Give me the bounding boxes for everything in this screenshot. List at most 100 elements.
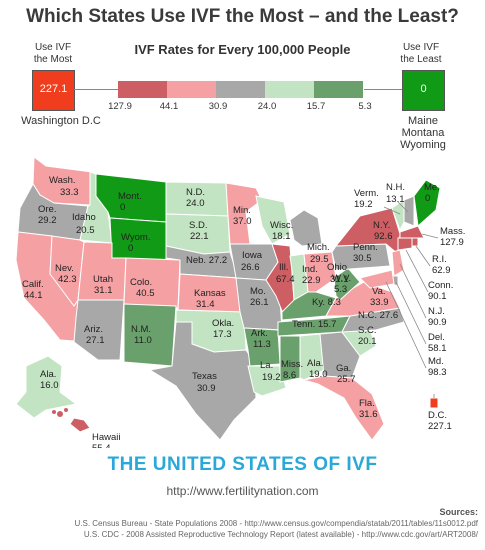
- state-oh: [303, 251, 337, 293]
- state-label-ak: Ala.: [40, 369, 56, 380]
- state-label-ny: N.Y.: [373, 220, 390, 231]
- state-label-sc: S.C.: [358, 325, 376, 336]
- state-value-ga: 25.7: [337, 374, 356, 385]
- state-label-me: Me.: [424, 182, 440, 193]
- scale-swatch: [216, 81, 265, 98]
- state-label-ia: Iowa: [242, 250, 263, 261]
- leader-line-ri: [415, 245, 431, 267]
- source-line-1: U.S. Census Bureau - State Populations 2…: [74, 519, 478, 528]
- state-label-or: Ore.: [38, 204, 56, 215]
- state-ar: [243, 327, 281, 367]
- state-value-wa: 33.3: [60, 187, 79, 198]
- state-label-ms: Miss.: [281, 359, 303, 370]
- scale-tick-label: 44.1: [159, 101, 179, 112]
- state-value-ks: 31.4: [196, 299, 215, 310]
- state-value-nd: 24.0: [186, 198, 205, 209]
- state-hi-island: [64, 408, 68, 412]
- state-ri: [411, 237, 419, 247]
- state-value-mi: 29.5: [310, 254, 329, 265]
- state-label-va: Va.: [372, 286, 386, 297]
- state-value-al: 19.0: [309, 369, 328, 380]
- state-pa: [331, 243, 391, 271]
- state-ct: [397, 237, 413, 251]
- state-value-mt: 0: [120, 202, 125, 213]
- state-label-ky: Ky. 8.3: [312, 297, 341, 308]
- leader-line-nh: [397, 201, 409, 213]
- state-wi: [255, 195, 291, 245]
- state-value-la: 19.2: [262, 372, 281, 383]
- state-nj: [391, 249, 405, 277]
- leader-line-vt: [383, 206, 401, 215]
- state-value-fl: 31.6: [359, 409, 378, 420]
- state-value-ca: 44.1: [24, 290, 43, 301]
- state-ma: [399, 225, 425, 239]
- state-value-ma: 127.9: [440, 237, 464, 248]
- state-label-mt: Mont.: [118, 191, 142, 202]
- state-dc: [429, 397, 439, 409]
- state-label-wv: W.V.: [332, 273, 351, 284]
- state-label-wa: Wash.: [49, 175, 76, 186]
- sources-heading: Sources:: [439, 507, 478, 517]
- state-value-co: 40.5: [136, 288, 155, 299]
- leader-line-de: [395, 281, 427, 345]
- state-value-va: 33.9: [370, 297, 389, 308]
- state-value-nc: 27.6: [380, 310, 399, 321]
- source-line-2: U.S. CDC - 2008 Assisted Reproductive Te…: [83, 530, 478, 539]
- page-title: Which States Use IVF the Most – and the …: [26, 6, 459, 27]
- state-label-tn: Tenn. 15.7: [292, 319, 336, 330]
- state-value-nm: 11.0: [134, 335, 152, 346]
- state-label-de: Del.: [428, 332, 445, 343]
- leader-line-md: [385, 281, 427, 369]
- state-label-co: Colo.: [130, 277, 152, 288]
- state-mn: [225, 182, 263, 245]
- state-value-ak: 16.0: [40, 380, 59, 391]
- state-label-oh: Ohio: [327, 262, 347, 273]
- state-label-il: Ill.: [279, 262, 289, 273]
- state-la: [247, 365, 287, 397]
- state-value-il: 67.4: [276, 274, 295, 285]
- state-value-ar: 11.3: [253, 339, 271, 350]
- state-label-fl: Fla.: [359, 398, 375, 409]
- state-label-mo: Mo.: [250, 286, 266, 297]
- state-value-ky: 8.3: [328, 297, 341, 308]
- state-label-wi: Wisc.: [270, 220, 293, 231]
- scale-tick-label: 5.3: [358, 101, 372, 112]
- state-value-ny: 92.6: [374, 231, 393, 242]
- banner-title: THE UNITED STATES OF IVF: [107, 454, 378, 475]
- state-label-ga: Ga.: [336, 363, 351, 374]
- state-value-ia: 26.6: [241, 262, 260, 273]
- state-value-ri: 62.9: [432, 265, 451, 276]
- state-hi-island: [52, 410, 56, 414]
- state-label-dc: D.C.: [428, 410, 447, 421]
- state-al: [299, 333, 325, 381]
- state-fl: [303, 375, 385, 441]
- state-mi: [289, 209, 323, 247]
- state-hi: [69, 417, 91, 433]
- state-value-md: 98.3: [428, 367, 447, 378]
- state-label-mi: Mich.: [307, 242, 330, 253]
- state-value-az: 27.1: [86, 335, 105, 346]
- least-swatch: 0: [402, 70, 445, 111]
- state-value-nv: 42.3: [58, 274, 77, 285]
- state-label-mn: Min.: [233, 205, 251, 216]
- state-ky: [281, 291, 337, 321]
- scale-connector-right: [364, 89, 402, 90]
- state-label-nh: N.H.: [386, 182, 405, 193]
- scale-swatch: [265, 81, 314, 98]
- state-label-nv: Nev.: [55, 263, 74, 274]
- state-label-nd: N.D.: [186, 187, 205, 198]
- state-me: [413, 179, 441, 227]
- state-label-tx: Texas: [192, 371, 217, 382]
- most-swatch: 227.1: [32, 70, 75, 111]
- state-value-ct: 90.1: [428, 291, 447, 302]
- state-value-or: 29.2: [38, 215, 57, 226]
- state-value-pa: 30.5: [353, 253, 372, 264]
- state-value-tx: 30.9: [197, 383, 216, 394]
- state-label-id: Idaho: [72, 212, 96, 223]
- state-value-id: 20.5: [76, 225, 95, 236]
- state-value-dc: 227.1: [428, 421, 452, 432]
- state-value-wy: 0: [128, 243, 133, 254]
- state-label-ct: Conn.: [428, 280, 453, 291]
- state-value-mn: 37.0: [233, 216, 252, 227]
